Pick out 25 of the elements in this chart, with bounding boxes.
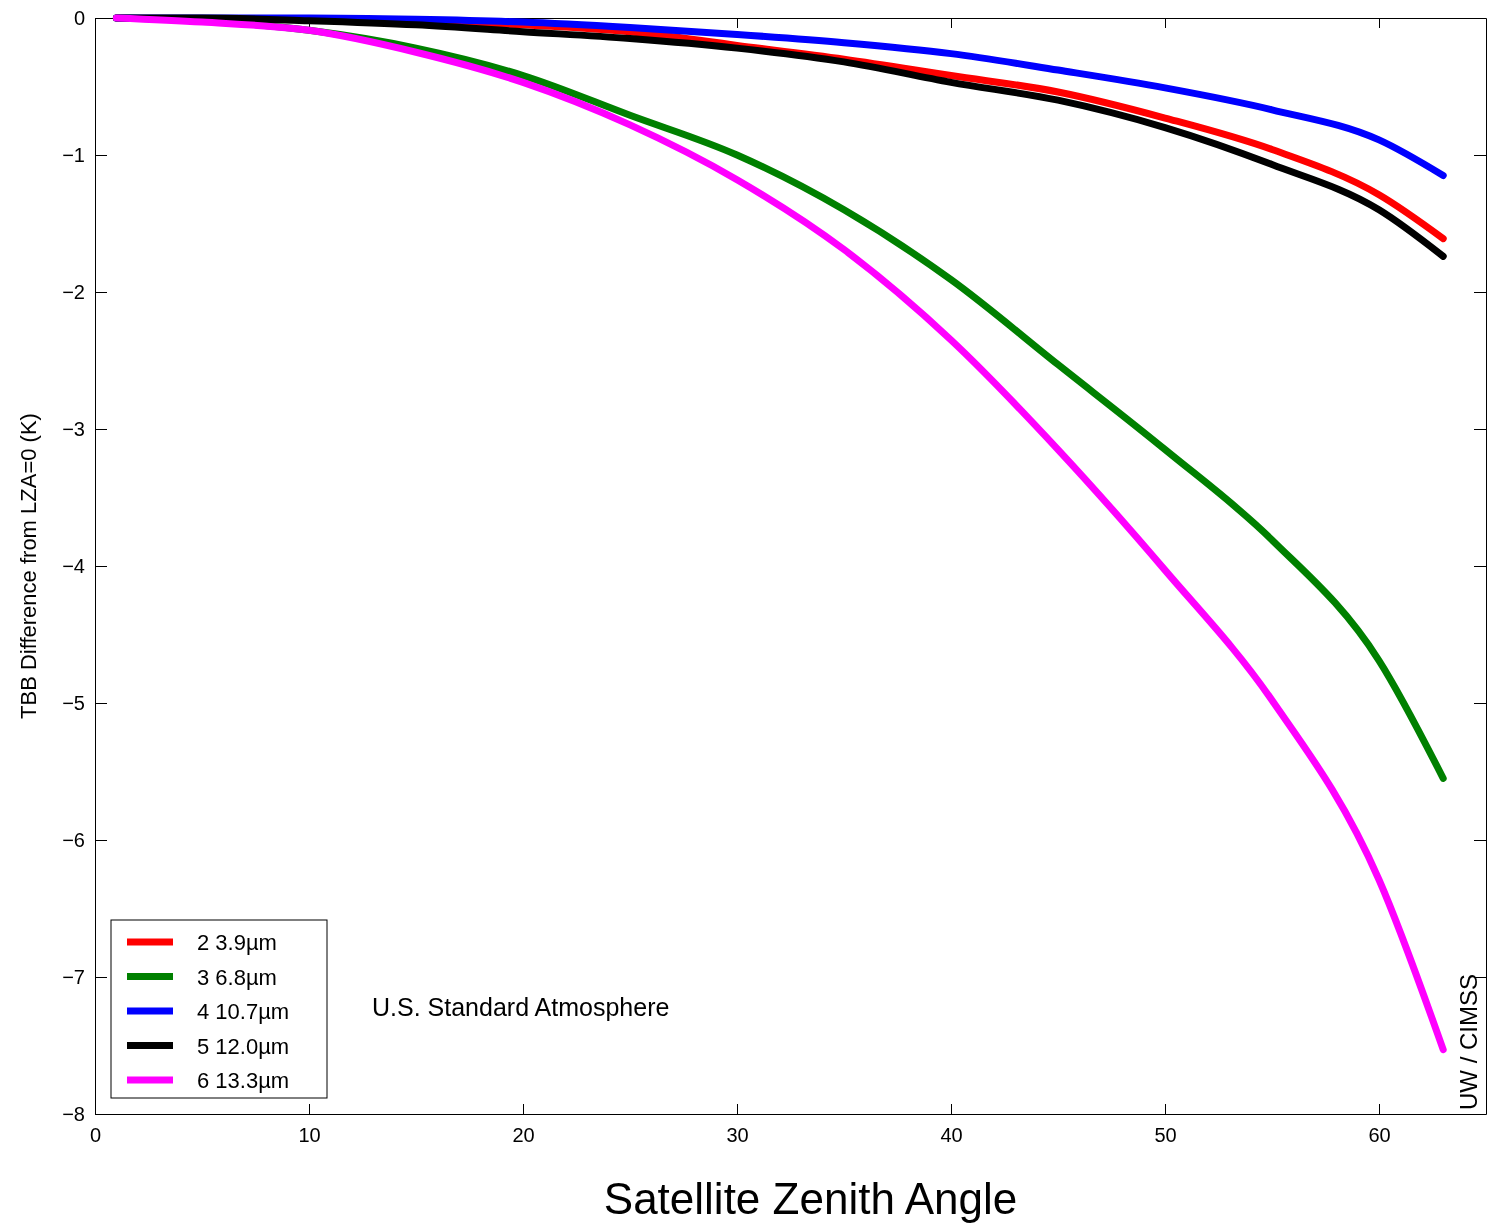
x-tick-label: 20 — [512, 1124, 535, 1147]
y-tick-label: −8 — [62, 1102, 85, 1125]
y-tick-label: −3 — [62, 417, 85, 440]
y-tick-label: 0 — [73, 6, 85, 29]
y-tick-label: −4 — [62, 554, 85, 577]
legend-label: 6 13.3µm — [197, 1068, 290, 1093]
x-tick-label: 60 — [1368, 1124, 1391, 1147]
y-tick-label: −7 — [62, 965, 85, 988]
x-tick-label: 10 — [298, 1124, 321, 1147]
annotation: UW / CIMSS — [1455, 974, 1482, 1110]
y-tick-label: −1 — [62, 143, 85, 166]
x-tick-label: 30 — [726, 1124, 749, 1147]
x-tick-label: 0 — [89, 1124, 102, 1147]
x-tick-label: 40 — [940, 1124, 963, 1147]
y-tick-label: −2 — [62, 280, 85, 303]
annotation: U.S. Standard Atmosphere — [372, 993, 670, 1021]
legend-label: 5 12.0µm — [197, 1033, 290, 1059]
y-tick-label: −6 — [62, 828, 85, 851]
legend-label: 4 10.7µm — [197, 999, 290, 1024]
legend-label: 2 3.9µm — [197, 930, 277, 955]
x-tick-label: 50 — [1154, 1124, 1177, 1147]
y-tick-label: −5 — [62, 691, 85, 714]
x-axis-title: Satellite Zenith Angle — [603, 1174, 1018, 1223]
y-axis-title: TBB Difference from LZA=0 (K) — [16, 413, 41, 719]
legend-label: 3 6.8µm — [197, 964, 277, 990]
